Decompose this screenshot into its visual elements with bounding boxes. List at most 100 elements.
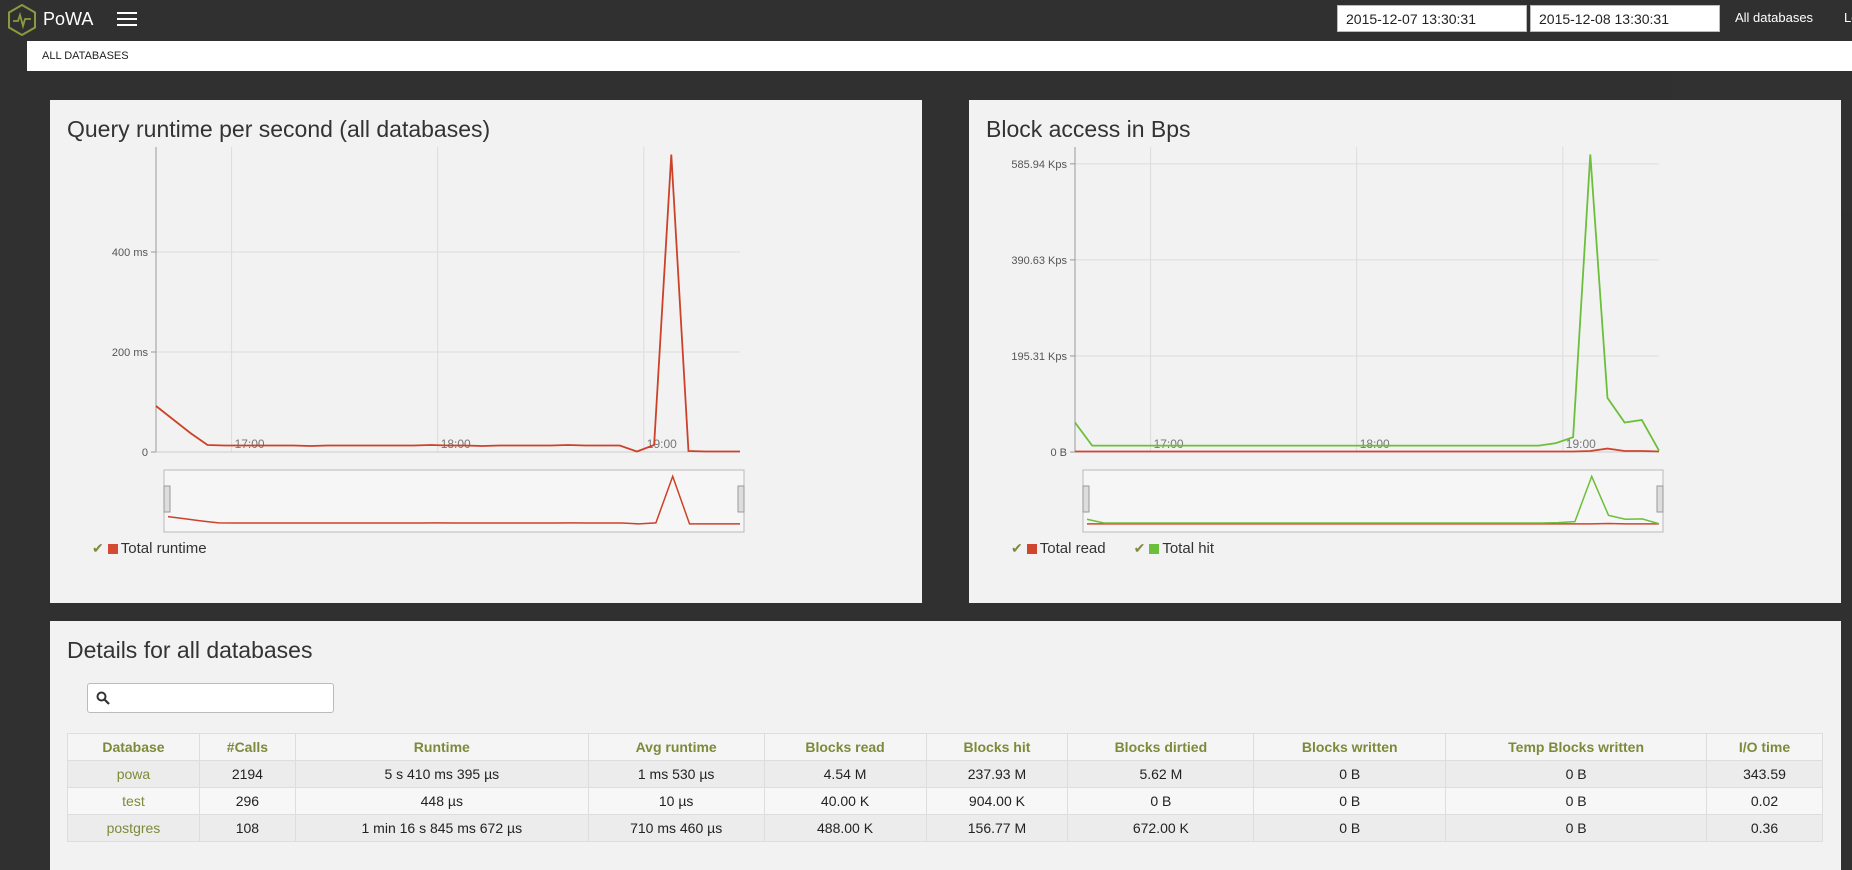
powa-logo-icon[interactable] <box>7 4 37 36</box>
series-line-total-read <box>1075 447 1660 453</box>
avg-runtime-cell: 1 ms 530 µs <box>587 760 765 788</box>
legend-item-total-hit[interactable]: ✔ Total hit <box>1134 540 1214 557</box>
runtime-chart-panel: Query runtime per second (all databases)… <box>50 100 922 603</box>
blocks-written-cell: 0 B <box>1253 760 1447 788</box>
column-header-blocks-written[interactable]: Blocks written <box>1253 733 1447 761</box>
io-time-cell: 343.59 <box>1706 760 1823 788</box>
x-tick-label: 17:00 <box>1154 437 1184 451</box>
legend-swatch <box>1149 543 1160 554</box>
blocks-hit-cell: 237.93 M <box>925 760 1069 788</box>
y-tick-label: 0 <box>142 447 148 459</box>
table-row: powa 2194 5 s 410 ms 395 µs 1 ms 530 µs … <box>67 760 1823 788</box>
runtime-cell: 5 s 410 ms 395 µs <box>294 760 589 788</box>
check-icon: ✔ <box>1011 540 1023 556</box>
hamburger-menu-icon[interactable] <box>117 9 137 29</box>
legend-label: Total hit <box>1162 540 1215 557</box>
y-tick-label: 0 B <box>1050 447 1067 459</box>
blocks-dirtied-cell: 5.62 M <box>1067 760 1255 788</box>
database-cell: test <box>67 787 200 815</box>
legend-item-total-runtime[interactable]: ✔ Total runtime <box>92 540 207 557</box>
details-title: Details for all databases <box>67 637 313 663</box>
blocks-read-cell: 4.54 M <box>763 760 927 788</box>
x-tick-label: 19:00 <box>647 437 677 451</box>
temp-blocks-written-cell: 0 B <box>1445 814 1707 842</box>
database-link-postgres[interactable]: postgres <box>106 820 161 836</box>
temp-blocks-written-cell: 0 B <box>1445 760 1707 788</box>
navigator-right-handle <box>737 485 745 513</box>
io-time-cell: 0.36 <box>1706 814 1823 842</box>
table-row: test 296 448 µs 10 µs 40.00 K 904.00 K 0… <box>67 787 1823 815</box>
avg-runtime-cell: 710 ms 460 µs <box>587 814 765 842</box>
blocks-read-cell: 488.00 K <box>763 814 927 842</box>
runtime-chart-title: Query runtime per second (all databases) <box>67 116 491 142</box>
legend-item-total-read[interactable]: ✔ Total read <box>1011 540 1106 557</box>
column-header-blocks-dirtied[interactable]: Blocks dirtied <box>1067 733 1255 761</box>
column-header-calls[interactable]: #Calls <box>198 733 296 761</box>
database-link-powa[interactable]: powa <box>116 766 151 782</box>
table-row: postgres 108 1 min 16 s 845 ms 672 µs 71… <box>67 814 1823 842</box>
logout-link[interactable]: Lo <box>1844 10 1852 25</box>
breadcrumb-all-databases[interactable]: ALL DATABASES <box>42 50 129 62</box>
blocks-written-cell: 0 B <box>1253 814 1447 842</box>
runtime-legend: ✔ Total runtime <box>92 540 235 557</box>
column-header-blocks-read[interactable]: Blocks read <box>763 733 927 761</box>
check-icon: ✔ <box>1133 540 1146 556</box>
database-link-test[interactable]: test <box>122 793 145 809</box>
avg-runtime-cell: 10 µs <box>587 787 765 815</box>
to-date-input[interactable] <box>1530 5 1720 32</box>
column-header-avg-runtime[interactable]: Avg runtime <box>587 733 765 761</box>
y-tick-label: 400 ms <box>112 247 149 259</box>
y-tick-label: 195.31 Kps <box>1011 351 1067 363</box>
x-tick-label: 17:00 <box>235 437 265 451</box>
navigator-right-handle <box>1656 485 1664 513</box>
legend-label: Total runtime <box>120 540 207 557</box>
y-tick-label: 200 ms <box>112 347 149 359</box>
y-tick-label: 585.94 Kps <box>1011 159 1067 171</box>
blocks-dirtied-cell: 672.00 K <box>1067 814 1255 842</box>
table-header-row: Database #Calls Runtime Avg runtime Bloc… <box>67 733 1823 761</box>
search-icon <box>96 691 110 705</box>
navigator-left-handle <box>1082 485 1090 513</box>
calls-cell: 108 <box>198 814 296 842</box>
navigator-frame <box>163 469 745 533</box>
legend-swatch <box>1026 543 1037 554</box>
navigator-left-handle <box>163 485 171 513</box>
legend-swatch <box>107 543 118 554</box>
details-panel: Details for all databases Database #Call… <box>50 621 1841 870</box>
brand-name[interactable]: PoWA <box>43 9 94 29</box>
column-header-temp-blocks-written[interactable]: Temp Blocks written <box>1445 733 1707 761</box>
all-databases-link[interactable]: All databases <box>1735 10 1814 25</box>
block-access-chart-panel: Block access in Bps 0 B 195.31 Kps 390.63 … <box>969 100 1841 603</box>
column-header-database[interactable]: Database <box>67 733 200 761</box>
series-line-total-hit <box>1074 154 1660 451</box>
runtime-cell: 1 min 16 s 845 ms 672 µs <box>294 814 589 842</box>
search-box[interactable] <box>87 683 334 713</box>
search-input[interactable] <box>116 686 332 712</box>
legend-label: Total read <box>1039 540 1106 557</box>
from-date-input[interactable] <box>1337 5 1527 32</box>
navigator-series-line <box>167 474 740 525</box>
calls-cell: 296 <box>198 787 296 815</box>
x-tick-label: 18:00 <box>1360 437 1390 451</box>
blocks-hit-cell: 904.00 K <box>925 787 1069 815</box>
check-icon: ✔ <box>92 540 104 556</box>
navigator-series-line <box>1086 474 1660 525</box>
blocks-dirtied-cell: 0 B <box>1067 787 1255 815</box>
temp-blocks-written-cell: 0 B <box>1445 787 1707 815</box>
blocks-read-cell: 40.00 K <box>763 787 927 815</box>
column-header-blocks-hit[interactable]: Blocks hit <box>925 733 1069 761</box>
column-header-io-time[interactable]: I/O time <box>1706 733 1823 761</box>
database-cell: powa <box>67 760 200 788</box>
column-header-runtime[interactable]: Runtime <box>294 733 589 761</box>
breadcrumb: ALL DATABASES <box>27 41 1852 71</box>
block-access-chart-title: Block access in Bps <box>986 116 1191 142</box>
database-cell: postgres <box>67 814 200 842</box>
x-tick-label: 19:00 <box>1566 437 1596 451</box>
io-time-cell: 0.02 <box>1706 787 1823 815</box>
calls-cell: 2194 <box>198 760 296 788</box>
series-line-total-runtime <box>155 154 740 453</box>
x-tick-label: 18:00 <box>441 437 471 451</box>
blocks-hit-cell: 156.77 M <box>925 814 1069 842</box>
